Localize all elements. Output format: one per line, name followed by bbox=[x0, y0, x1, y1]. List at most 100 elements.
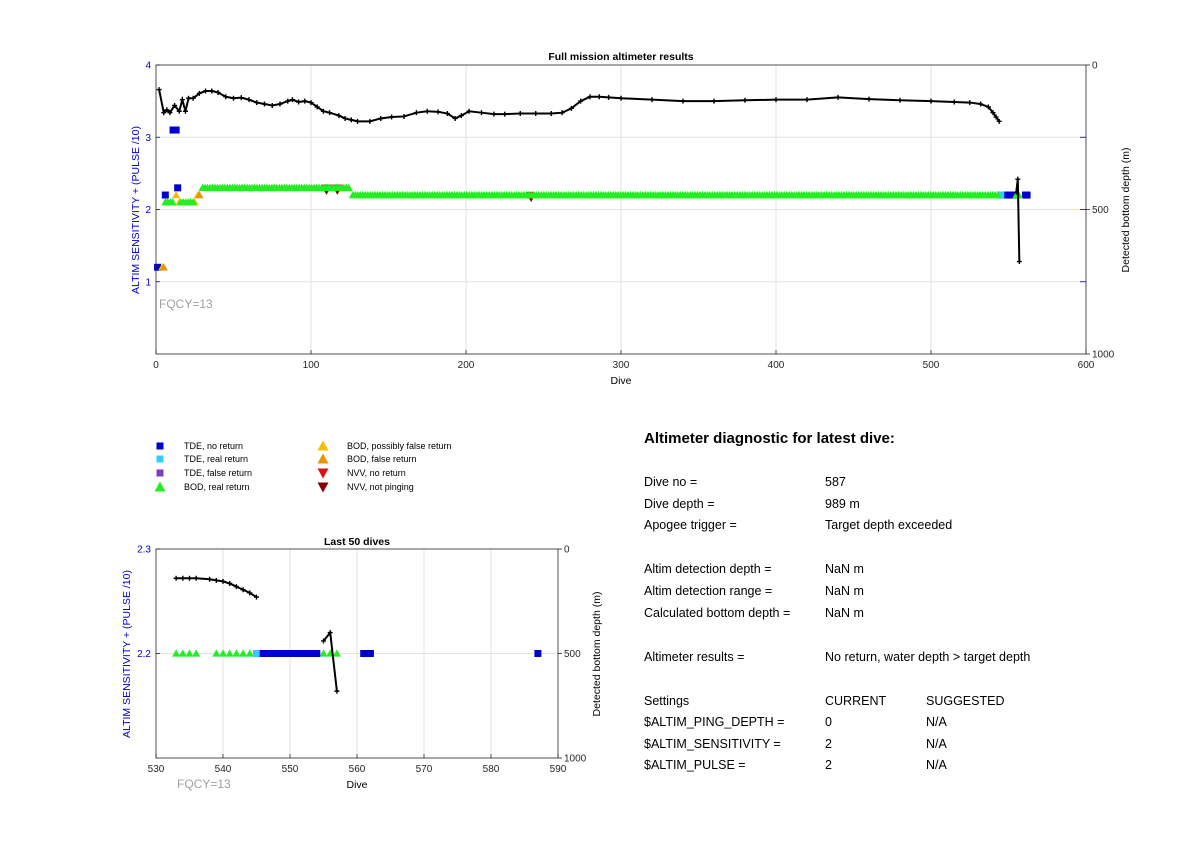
legend-item: NVV, no return bbox=[313, 467, 406, 479]
bod-real-return-marker bbox=[172, 649, 181, 657]
tde-no-return-marker bbox=[313, 650, 321, 657]
depth-point bbox=[967, 100, 973, 106]
bod-real-return-marker bbox=[239, 649, 248, 657]
depth-point bbox=[220, 578, 226, 584]
depth-point bbox=[618, 95, 624, 101]
legend-label: BOD, real return bbox=[184, 482, 250, 492]
depth-point bbox=[190, 95, 196, 101]
setting-current: 0 bbox=[825, 715, 832, 729]
triangle-down-marker-icon bbox=[313, 481, 333, 493]
depth-point bbox=[587, 94, 593, 100]
depth-point bbox=[296, 99, 302, 105]
bod-real-return-marker bbox=[192, 649, 201, 657]
x-tick-label: 540 bbox=[215, 764, 232, 775]
last-50-dives-chart: 530 540 550 560 570 580 590 2.3 2.2 0 500 1000 Last… bbox=[121, 536, 603, 791]
depth-point bbox=[993, 114, 999, 120]
calculated-depth-label: Calculated bottom depth = bbox=[644, 606, 791, 620]
x-axis-label: Dive bbox=[610, 375, 631, 387]
y-left-tick-label: 4 bbox=[145, 61, 151, 72]
depth-point bbox=[401, 113, 407, 119]
triangle-up-marker-icon bbox=[313, 440, 333, 452]
setting-name: $ALTIM_PING_DEPTH = bbox=[644, 715, 785, 729]
y-axis-label-left: ALTIM SENSITIVITY + (PULSE /10) bbox=[130, 126, 142, 294]
tde-real-return-marker bbox=[253, 650, 260, 657]
depth-point bbox=[533, 111, 539, 117]
depth-point bbox=[1015, 176, 1021, 182]
square-marker-icon bbox=[150, 467, 170, 479]
dive-no-label: Dive no = bbox=[644, 475, 698, 489]
depth-point bbox=[1016, 259, 1022, 265]
legend-item: NVV, not pinging bbox=[313, 481, 414, 493]
depth-point bbox=[238, 95, 244, 101]
depth-point bbox=[990, 110, 996, 116]
depth-point bbox=[240, 587, 246, 593]
setting-current: 2 bbox=[825, 737, 832, 751]
depth-point bbox=[193, 575, 199, 581]
x-tick-label: 500 bbox=[923, 360, 940, 371]
legend-item: BOD, possibly false return bbox=[313, 440, 452, 452]
bod-possibly-false-return-marker bbox=[172, 190, 181, 199]
bod-real-return-marker bbox=[993, 190, 1002, 199]
depth-point bbox=[213, 577, 219, 583]
setting-current: 2 bbox=[825, 758, 832, 772]
legend-item: BOD, false return bbox=[313, 453, 417, 465]
bod-false-return-marker bbox=[159, 263, 168, 271]
depth-point bbox=[502, 111, 508, 117]
x-tick-label: 550 bbox=[282, 764, 299, 775]
depth-point bbox=[378, 115, 384, 121]
legend-marker bbox=[317, 440, 329, 451]
depth-point bbox=[951, 99, 957, 105]
legend-label: NVV, no return bbox=[347, 468, 406, 478]
depth-point bbox=[491, 111, 497, 117]
triangle-up-marker-icon bbox=[150, 481, 170, 493]
dive-depth-label: Dive depth = bbox=[644, 497, 715, 511]
square-marker-icon bbox=[150, 453, 170, 465]
legend-label: TDE, no return bbox=[184, 441, 244, 451]
depth-point bbox=[209, 88, 215, 94]
depth-point bbox=[680, 98, 686, 104]
x-axis-label: Dive bbox=[346, 779, 367, 791]
y-left-tick-label: 2 bbox=[145, 205, 151, 216]
current-header: CURRENT bbox=[825, 694, 887, 708]
tde-no-return-marker bbox=[366, 650, 374, 657]
data-marks bbox=[172, 575, 542, 694]
x-tick-label: 600 bbox=[1078, 360, 1095, 371]
full-mission-chart: 0 100 200 300 400 500 600 1 2 3 4 0 500 1000 Full mis… bbox=[130, 51, 1132, 387]
data-marks bbox=[154, 87, 1031, 271]
bod-real-return-marker bbox=[212, 649, 221, 657]
depth-point bbox=[578, 98, 584, 104]
x-tick-label: 300 bbox=[613, 360, 630, 371]
depth-point bbox=[285, 98, 291, 104]
setting-name: $ALTIM_SENSITIVITY = bbox=[644, 737, 781, 751]
x-tick-label: 590 bbox=[550, 764, 567, 775]
depth-point bbox=[227, 580, 233, 586]
depth-point bbox=[207, 576, 213, 582]
legend-item: TDE, no return bbox=[150, 440, 243, 452]
depth-point bbox=[348, 117, 354, 123]
apogee-trigger-value: Target depth exceeded bbox=[825, 518, 953, 532]
depth-point bbox=[327, 110, 333, 116]
depth-point bbox=[452, 115, 458, 121]
depth-point bbox=[172, 102, 178, 108]
axis-ticks: 0 100 200 300 400 500 600 1 2 3 4 0 500 1000 bbox=[145, 61, 1114, 372]
depth-point bbox=[196, 90, 202, 96]
grid bbox=[156, 65, 1086, 354]
depth-point bbox=[649, 97, 655, 103]
setting-suggested: N/A bbox=[926, 758, 947, 772]
fqcy-label: FQCY=13 bbox=[177, 777, 231, 791]
x-tick-label: 530 bbox=[148, 764, 165, 775]
chart-title: Last 50 dives bbox=[324, 536, 390, 548]
legend-marker bbox=[317, 482, 329, 493]
depth-point bbox=[466, 108, 472, 114]
depth-point bbox=[187, 575, 192, 581]
suggested-header: SUGGESTED bbox=[926, 694, 1005, 708]
depth-point bbox=[866, 96, 872, 102]
bod-real-return-marker bbox=[232, 649, 241, 657]
tde-no-return-marker bbox=[172, 126, 180, 134]
y-left-tick-label: 2.3 bbox=[137, 545, 151, 556]
depth-point bbox=[517, 111, 523, 117]
axis-ticks: 530 540 550 560 570 580 590 2.3 2.2 0 500 1000 bbox=[137, 545, 587, 776]
legend-marker bbox=[156, 469, 164, 477]
legend-marker bbox=[156, 455, 164, 463]
depth-point bbox=[164, 107, 170, 113]
